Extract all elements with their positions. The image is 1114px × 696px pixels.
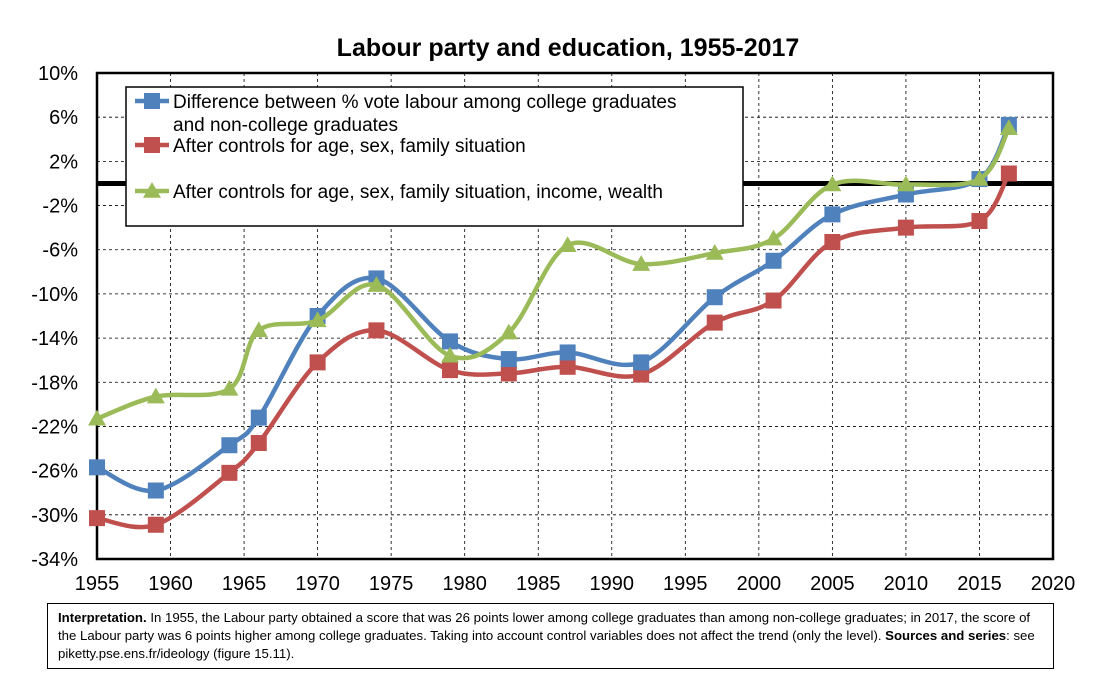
x-tick-label: 1990 bbox=[590, 573, 635, 595]
data-point-1 bbox=[633, 354, 650, 371]
y-tick-label: -18% bbox=[31, 372, 78, 394]
data-point-1 bbox=[147, 482, 164, 499]
series-line-1 bbox=[94, 122, 1012, 494]
data-point-3 bbox=[146, 387, 165, 404]
data-point-1 bbox=[824, 206, 841, 223]
data-point-3 bbox=[705, 244, 724, 260]
data-point-2 bbox=[309, 354, 326, 371]
data-point-3 bbox=[220, 379, 239, 396]
y-tick-label: 6% bbox=[49, 107, 78, 129]
data-point-3 bbox=[308, 311, 327, 328]
data-point-1 bbox=[441, 333, 458, 350]
series-line-3 bbox=[94, 125, 1012, 421]
legend-swatch-marker bbox=[144, 93, 160, 109]
data-point-2 bbox=[765, 292, 782, 309]
legend-label: After controls for age, sex, family situ… bbox=[173, 182, 663, 203]
legend-swatch-marker bbox=[143, 182, 161, 198]
x-tick-label: 1975 bbox=[369, 573, 414, 595]
data-point-2 bbox=[500, 365, 517, 382]
data-point-2 bbox=[368, 322, 385, 339]
x-tick-label: 1980 bbox=[442, 573, 487, 595]
y-tick-label: -6% bbox=[42, 240, 78, 262]
data-point-1 bbox=[559, 344, 576, 361]
legend-label: and non-college graduates bbox=[173, 115, 398, 136]
data-point-2 bbox=[250, 435, 267, 452]
legend-swatch-marker bbox=[144, 137, 160, 153]
series-line-2 bbox=[94, 171, 1012, 530]
data-point-1 bbox=[765, 252, 782, 269]
data-point-2 bbox=[897, 219, 914, 236]
legend-label: Difference between % vote labour among c… bbox=[173, 92, 676, 113]
x-tick-label: 1965 bbox=[222, 573, 267, 595]
y-tick-label: -10% bbox=[31, 284, 78, 306]
legend-label: After controls for age, sex, family situ… bbox=[173, 136, 526, 157]
data-point-3 bbox=[88, 409, 106, 426]
data-point-3 bbox=[896, 175, 915, 192]
data-point-2 bbox=[559, 358, 576, 375]
y-tick-label: -30% bbox=[31, 505, 78, 527]
y-tick-label: -26% bbox=[31, 461, 78, 483]
sources-text: : see piketty.pse.ens.fr/ideology (figur… bbox=[58, 628, 1035, 661]
data-point-3 bbox=[632, 255, 651, 271]
x-tick-label: 1955 bbox=[75, 573, 120, 595]
data-point-1 bbox=[221, 437, 238, 454]
y-tick-label: -34% bbox=[31, 549, 78, 571]
data-point-2 bbox=[441, 362, 458, 379]
data-point-2 bbox=[221, 464, 238, 481]
series-layer bbox=[88, 116, 1018, 533]
data-point-1 bbox=[89, 459, 105, 476]
data-point-1 bbox=[706, 289, 723, 306]
data-point-2 bbox=[1000, 165, 1017, 182]
x-tick-label: 2015 bbox=[957, 573, 1002, 595]
x-tick-label: 2000 bbox=[737, 573, 782, 595]
y-tick-label: 2% bbox=[49, 151, 78, 173]
x-tick-label: 1985 bbox=[516, 573, 561, 595]
data-point-3 bbox=[249, 321, 268, 338]
x-tick-label: 1970 bbox=[295, 573, 340, 595]
y-tick-label: -22% bbox=[31, 416, 78, 438]
data-point-2 bbox=[824, 233, 841, 250]
data-point-3 bbox=[440, 346, 459, 363]
data-point-1 bbox=[250, 409, 267, 426]
legend-box bbox=[125, 86, 744, 227]
interpretation-text: In 1955, the Labour party obtained a sco… bbox=[58, 610, 1031, 643]
data-point-3 bbox=[970, 170, 989, 186]
plot-frame bbox=[95, 71, 1055, 561]
data-point-3 bbox=[499, 323, 518, 340]
data-point-1 bbox=[500, 351, 517, 368]
data-point-2 bbox=[89, 510, 105, 527]
sources-label: Sources and series bbox=[885, 628, 1007, 643]
data-point-3 bbox=[823, 175, 842, 192]
data-point-3 bbox=[764, 229, 783, 246]
data-point-2 bbox=[633, 366, 650, 383]
data-point-3 bbox=[999, 119, 1018, 135]
x-tick-label: 2020 bbox=[1031, 573, 1076, 595]
data-point-3 bbox=[367, 276, 386, 292]
data-point-2 bbox=[706, 314, 723, 331]
line-chart: Labour party and education, 1955-2017 10… bbox=[31, 34, 1076, 595]
data-point-3 bbox=[558, 236, 577, 253]
legend: Difference between % vote labour among c… bbox=[125, 86, 744, 227]
y-tick-label: 10% bbox=[38, 63, 78, 85]
chart-title: Labour party and education, 1955-2017 bbox=[337, 34, 800, 62]
data-point-2 bbox=[147, 516, 164, 533]
x-tick-label: 2005 bbox=[810, 573, 855, 595]
interpretation-label: Interpretation. bbox=[58, 610, 147, 625]
y-tick-label: -2% bbox=[42, 196, 78, 218]
y-tick-label: -14% bbox=[31, 328, 78, 350]
data-point-2 bbox=[971, 213, 988, 230]
interpretation-note: Interpretation. In 1955, the Labour part… bbox=[47, 603, 1054, 669]
x-tick-label: 2010 bbox=[884, 573, 929, 595]
x-tick-label: 1995 bbox=[663, 573, 708, 595]
x-tick-label: 1960 bbox=[148, 573, 193, 595]
